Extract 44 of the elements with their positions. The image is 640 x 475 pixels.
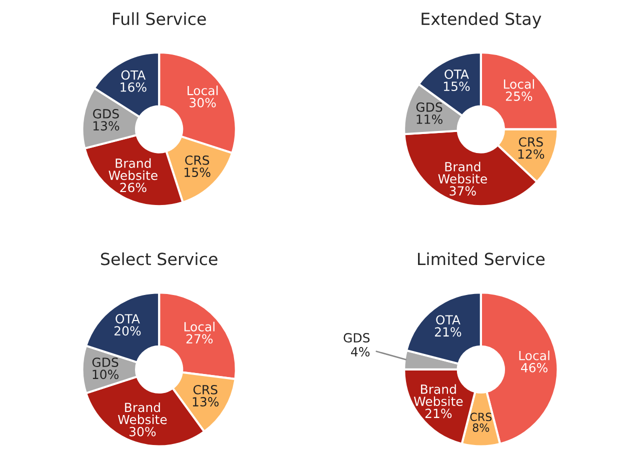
slice-label: OTA xyxy=(436,315,460,325)
data-label: 21% xyxy=(425,408,452,418)
slice-label: OTA xyxy=(121,70,146,80)
slice-label: CRS xyxy=(470,412,492,422)
slice-label: OTA xyxy=(444,70,469,79)
data-label: 21% xyxy=(434,327,462,337)
data-label: 20% xyxy=(114,326,141,336)
data-label: 16% xyxy=(120,82,146,92)
data-label: 15% xyxy=(444,82,470,92)
data-label: 11% xyxy=(416,114,442,124)
slice-label: GDS xyxy=(93,109,119,118)
chart-title: Extended Stay xyxy=(422,12,542,28)
data-label: 13% xyxy=(93,121,120,131)
slice-label: CRS xyxy=(193,384,218,394)
data-label: 12% xyxy=(518,149,544,159)
data-label: 37% xyxy=(450,186,476,196)
slice-label: GDS xyxy=(416,102,442,112)
slice-label: Brand Website xyxy=(414,384,463,406)
data-label: 13% xyxy=(192,397,219,406)
chart-title: Limited Service xyxy=(418,252,545,266)
data-label: 26% xyxy=(120,182,146,192)
data-label: 46% xyxy=(521,362,548,372)
chart-title: Select Service xyxy=(101,252,218,266)
slice-label: Brand Website xyxy=(438,162,487,184)
data-label: 8% xyxy=(472,423,490,432)
slice-label: Local xyxy=(519,350,550,360)
slice-label: Brand Website xyxy=(118,402,167,424)
chart-title: Full Service xyxy=(113,12,206,26)
slice-label: CRS xyxy=(185,155,210,165)
data-label: 30% xyxy=(130,426,156,436)
slice-label: Brand Website xyxy=(108,158,158,180)
data-label: 15% xyxy=(184,168,210,178)
data-label: 27% xyxy=(186,334,213,344)
slice-label: Local xyxy=(184,322,214,332)
data-label: 25% xyxy=(506,91,532,101)
slice-label: CRS xyxy=(518,137,543,147)
slice-label: OTA xyxy=(116,314,140,324)
slice-label: GDS xyxy=(344,333,370,343)
data-label: 30% xyxy=(190,98,216,108)
data-label: 4% xyxy=(351,347,370,357)
slice-label: Local xyxy=(504,79,534,89)
slice-label: Local xyxy=(188,86,218,96)
data-label: 10% xyxy=(92,370,118,380)
slice-label: GDS xyxy=(92,358,118,368)
